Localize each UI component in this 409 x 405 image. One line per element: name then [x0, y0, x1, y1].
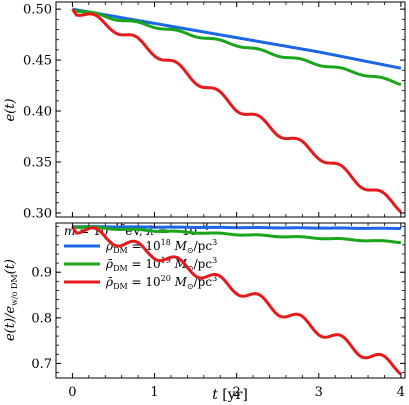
y-tick-label: 0.8 [31, 311, 52, 326]
x-tick-label: 2 [233, 385, 241, 400]
y-tick-label: 0.7 [31, 357, 52, 372]
x-tick-label: 1 [150, 385, 158, 400]
bottom-series-line-2 [71, 225, 402, 245]
y-tick-label: 0.50 [23, 3, 52, 18]
top-series-line-2 [71, 7, 402, 87]
top-panel: 0.300.350.400.450.50 e(t) m = 10−17eV, λ… [3, 1, 406, 291]
x-tick-label: 0 [68, 385, 76, 400]
bottom-ylabel: e(t)/ew/o DM(t) [3, 259, 19, 341]
top-ylabel: e(t) [3, 98, 18, 121]
bottom-ticks: 0 1 2 3 4 0.7 0.8 0.9 [31, 223, 405, 400]
legend-entry-1e19: ρ̄DM = 1019 M⊙/pc3 [105, 256, 217, 273]
y-tick-label: 0.9 [31, 266, 52, 281]
bottom-panel: 0 1 2 3 4 0.7 0.8 0.9 e(t)/ew/o DM(t) t [yr] [3, 222, 406, 403]
bottom-series-line-3 [71, 225, 402, 376]
top-ticks: 0.30 0.35 0.40 0.45 0.50 [23, 2, 405, 221]
y-tick-label: 0.35 [23, 155, 52, 170]
bottom-frame [55, 222, 406, 379]
y-tick-label: 0.40 [23, 105, 52, 120]
x-tick-label: 4 [397, 385, 405, 400]
top-series-line-1 [71, 7, 402, 70]
legend-entry-1e20: ρ̄DM = 1020 M⊙/pc3 [105, 274, 217, 291]
bottom-xlabel: t [yr] [212, 387, 248, 403]
y-tick-label: 0.45 [23, 54, 52, 69]
top-series-line-3 [71, 8, 402, 214]
top-plot-area [71, 7, 402, 214]
x-tick-label: 3 [315, 385, 323, 400]
top-frame [55, 1, 406, 218]
y-tick-label: 0.30 [23, 206, 52, 221]
